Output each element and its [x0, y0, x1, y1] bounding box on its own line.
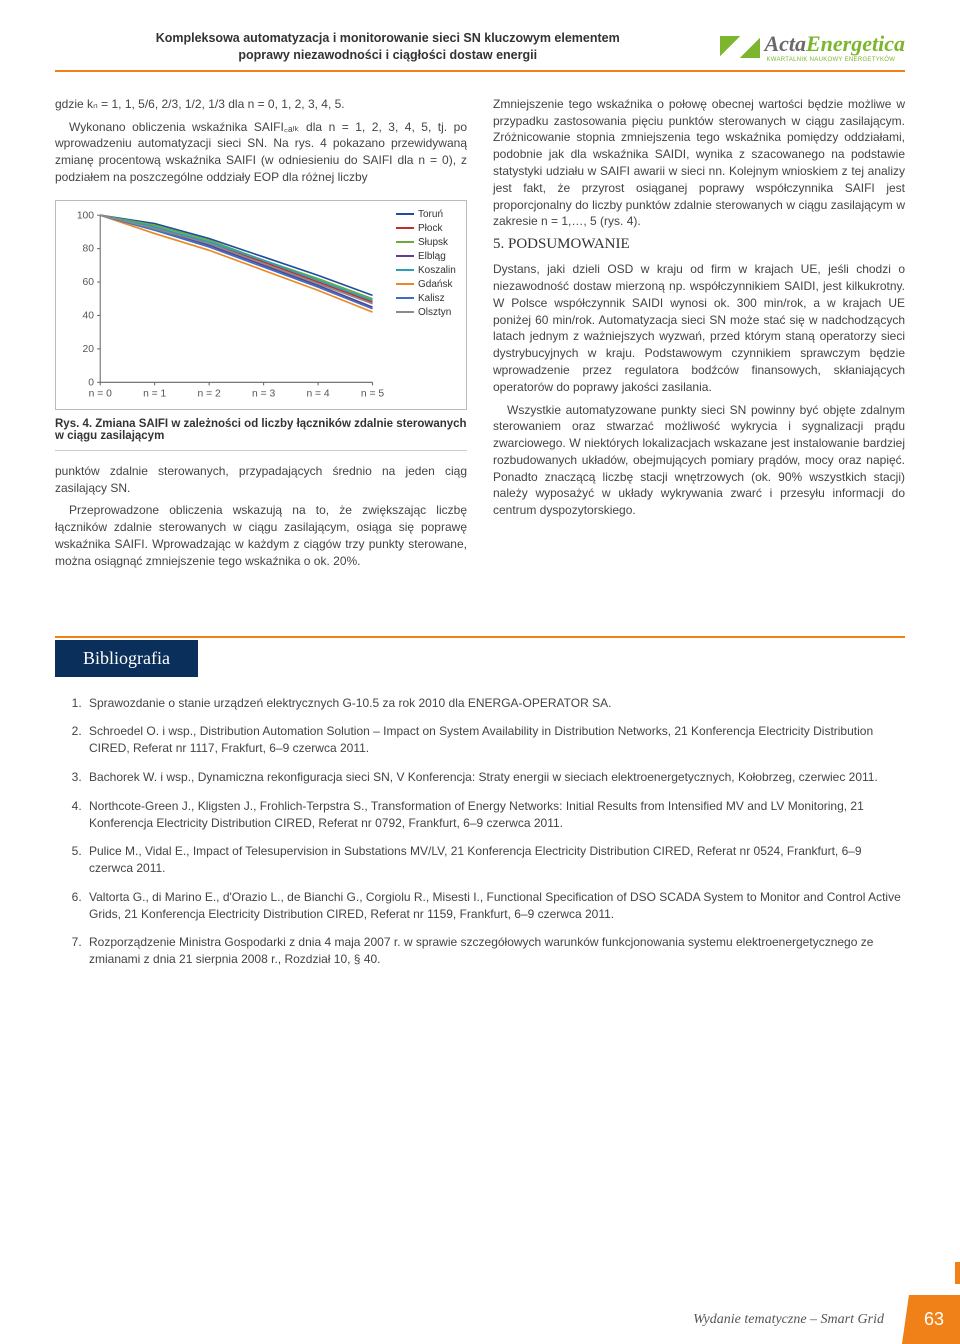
svg-text:40: 40 — [83, 310, 95, 321]
legend-color-swatch — [396, 311, 414, 313]
header-title-line2: poprawy niezawodności i ciągłości dostaw… — [238, 48, 537, 62]
logo-word-acta: Acta — [764, 31, 806, 57]
header-title-line1: Kompleksowa automatyzacja i monitorowani… — [156, 31, 620, 45]
bibliography-item: Bachorek W. i wsp., Dynamiczna rekonfigu… — [85, 769, 905, 786]
svg-text:n = 1: n = 1 — [143, 388, 166, 399]
left-p2: Wykonano obliczenia wskaźnika SAIFI꜀ₐₗₖ … — [55, 119, 467, 186]
svg-text:n = 5: n = 5 — [361, 388, 384, 399]
bibliography-item: Rozporządzenie Ministra Gospodarki z dni… — [85, 934, 905, 968]
chart-plot-area: 0 20 40 60 80 100 n = 0 n = 1 n = 2 n = 3 n = 4 n =… — [60, 209, 388, 405]
chart-legend: Toruń Płock Słupsk Elbląg Koszalin Gdańsk Kali… — [396, 209, 458, 405]
legend-item: Płock — [396, 223, 458, 234]
journal-logo: ActaEnergetica KWARTALNIK NAUKOWY ENERGE… — [720, 31, 905, 63]
right-p2: Dystans, jaki dzieli OSD w kraju od firm… — [493, 261, 905, 395]
legend-label: Koszalin — [418, 265, 456, 276]
page-footer: Wydanie tematyczne – Smart Grid 63 — [693, 1295, 960, 1344]
left-column: gdzie kₙ = 1, 1, 5/6, 2/3, 1/2, 1/3 dla … — [55, 96, 467, 576]
legend-label: Elbląg — [418, 251, 446, 262]
legend-item: Olsztyn — [396, 307, 458, 318]
footer-issue-text: Wydanie tematyczne – Smart Grid — [693, 1312, 884, 1328]
right-p1: Zmniejszenie tego wskaźnika o połowę obe… — [493, 96, 905, 230]
legend-color-swatch — [396, 241, 414, 243]
page-header: Kompleksowa automatyzacja i monitorowani… — [55, 30, 905, 72]
legend-item: Kalisz — [396, 293, 458, 304]
figure-4-caption: Rys. 4. Zmiana SAIFI w zależności od lic… — [55, 418, 467, 451]
bibliography-item: Valtorta G., di Marino E., d'Orazio L., … — [85, 889, 905, 923]
page-number-badge: 63 — [902, 1295, 960, 1344]
section-5-heading: 5. PODSUMOWANIE — [493, 236, 905, 253]
svg-text:60: 60 — [83, 277, 95, 288]
bibliography-item: Schroedel O. i wsp., Distribution Automa… — [85, 723, 905, 757]
logo-mark-icon — [720, 36, 760, 58]
chart-svg: 0 20 40 60 80 100 n = 0 n = 1 n = 2 n = 3 n = 4 n =… — [60, 209, 388, 405]
legend-color-swatch — [396, 269, 414, 271]
legend-item: Koszalin — [396, 265, 458, 276]
svg-text:n = 2: n = 2 — [198, 388, 221, 399]
bibliography-list: Sprawozdanie o stanie urządzeń elektrycz… — [85, 695, 905, 969]
legend-label: Kalisz — [418, 293, 445, 304]
legend-color-swatch — [396, 283, 414, 285]
figure-4-chart: 0 20 40 60 80 100 n = 0 n = 1 n = 2 n = 3 n = 4 n =… — [55, 200, 467, 410]
bibliography-item: Pulice M., Vidal E., Impact of Telesuper… — [85, 843, 905, 877]
bibliography-rule — [55, 636, 905, 638]
legend-color-swatch — [396, 255, 414, 257]
legend-item: Gdańsk — [396, 279, 458, 290]
bibliography-heading: Bibliografia — [55, 640, 198, 677]
legend-label: Słupsk — [418, 237, 448, 248]
left-p4: Przeprowadzone obliczenia wskazują na to… — [55, 502, 467, 569]
logo-word-energetica: Energetica — [806, 31, 905, 57]
legend-label: Toruń — [418, 209, 443, 220]
side-accent-bar — [955, 1262, 960, 1284]
legend-item: Elbląg — [396, 251, 458, 262]
legend-color-swatch — [396, 297, 414, 299]
svg-text:n = 0: n = 0 — [89, 388, 112, 399]
right-column: Zmniejszenie tego wskaźnika o połowę obe… — [493, 96, 905, 576]
svg-text:80: 80 — [83, 243, 95, 254]
legend-color-swatch — [396, 213, 414, 215]
legend-item: Toruń — [396, 209, 458, 220]
legend-label: Gdańsk — [418, 279, 452, 290]
legend-label: Płock — [418, 223, 442, 234]
svg-text:n = 3: n = 3 — [252, 388, 275, 399]
svg-text:100: 100 — [77, 210, 94, 221]
header-title: Kompleksowa automatyzacja i monitorowani… — [55, 30, 720, 64]
svg-text:0: 0 — [88, 377, 94, 388]
legend-label: Olsztyn — [418, 307, 451, 318]
logo-subtitle: KWARTALNIK NAUKOWY ENERGETYKÓW — [766, 57, 905, 63]
svg-text:n = 4: n = 4 — [306, 388, 329, 399]
right-p3: Wszystkie automatyzowane punkty sieci SN… — [493, 402, 905, 520]
left-p3: punktów zdalnie sterowanych, przypadając… — [55, 463, 467, 497]
bibliography-item: Northcote-Green J., Kligsten J., Frohlic… — [85, 798, 905, 832]
legend-color-swatch — [396, 227, 414, 229]
bibliography-item: Sprawozdanie o stanie urządzeń elektrycz… — [85, 695, 905, 712]
bibliography-section: Bibliografia Sprawozdanie o stanie urząd… — [55, 636, 905, 969]
left-p1: gdzie kₙ = 1, 1, 5/6, 2/3, 1/2, 1/3 dla … — [55, 96, 467, 113]
legend-item: Słupsk — [396, 237, 458, 248]
svg-text:20: 20 — [83, 344, 95, 355]
